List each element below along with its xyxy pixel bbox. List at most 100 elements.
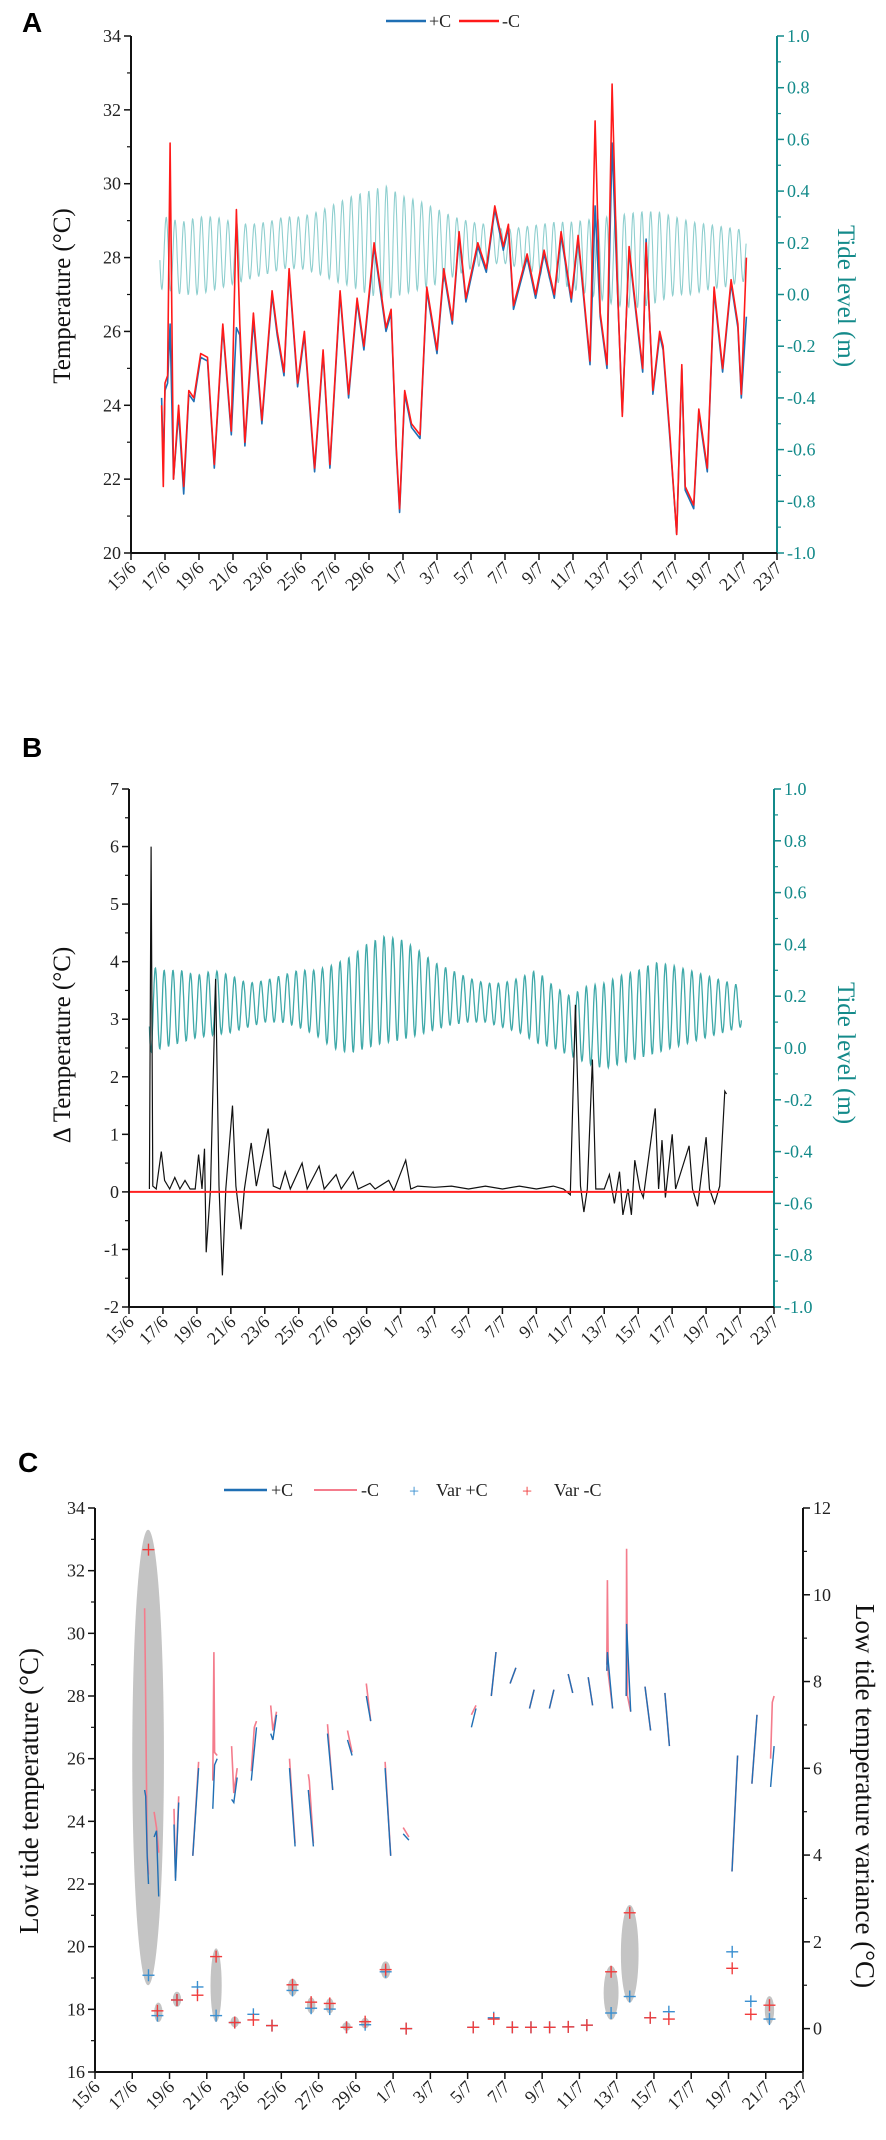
x-tick-label-a: 25/6 [273,558,310,595]
x-tick-label-a: 9/7 [517,558,547,588]
x-tick-label-b: 15/7 [610,1312,647,1349]
low-tide-plus-c-segment [402,1833,410,1841]
low-tide-minus-c-segment [625,1548,632,1712]
y-tick-label-a: 32 [103,100,121,120]
y2-tick-label-c: 12 [813,1498,831,1518]
low-tide-plus-c-segment [326,1733,334,1791]
low-tide-minus-c-segment [470,1705,477,1716]
x-tick-label-b: 7/7 [481,1312,511,1342]
y2-tick-label-a: -0.8 [787,491,816,511]
low-tide-plus-c-segment [567,1673,574,1694]
low-tide-plus-c-segment [307,1789,315,1847]
variance-minus-c-marker [170,1993,183,2006]
x-tick-label-c: 17/7 [663,2077,700,2114]
panel-label-b: B [22,732,42,763]
y2-tick-label-a: -1.0 [787,543,816,563]
y2-tick-label-b: -0.8 [784,1245,813,1265]
low-tide-plus-c-segment [288,1768,296,1847]
low-tide-plus-c-segment [490,1652,497,1697]
y2-tick-label-a: 0.0 [787,285,810,305]
low-tide-plus-c-segment [192,1768,200,1856]
low-tide-plus-c-segment [587,1677,594,1706]
x-tick-label-b: 17/7 [644,1312,681,1349]
y-tick-label-c: 20 [67,1937,85,1957]
y2-tick-label-b: -0.2 [784,1090,813,1110]
y2-tick-label-c: 4 [813,1845,822,1865]
axis-title-a-right: Tide level (m) [832,225,859,367]
variance-plus-c-marker [623,1990,636,2003]
y2-tick-label-a: -0.2 [787,336,816,356]
y2-tick-label-a: 0.8 [787,78,810,98]
x-tick-label-a: 21/6 [205,558,242,595]
delta-temperature-line [148,846,728,1276]
y2-tick-label-a: -0.6 [787,440,816,460]
variance-minus-c-marker [580,2019,593,2032]
low-tide-plus-c-segment [751,1714,758,1784]
low-tide-minus-c-segment [269,1705,278,1731]
highlight-ellipse [132,1529,164,1986]
panel-label-c: C [18,1447,38,1478]
legend-a: +C -C [386,11,520,31]
legend-c-minus-label: -C [361,1480,379,1500]
x-tick-label-c: 9/7 [521,2077,551,2107]
y-tick-label-b: 4 [110,952,119,972]
low-tide-plus-c-segment [731,1755,739,1872]
y-tick-label-c: 34 [67,1498,85,1518]
panel-a-plot: 20 22 24 26 28 30 32 34 -1.0 -0.8 -0.6 -0.4 -0.2 0.0 0… [103,26,816,594]
variance-minus-c-marker [623,1906,636,1919]
x-tick-label-b: 25/6 [271,1312,308,1349]
low-tide-plus-c-segment [509,1667,517,1684]
x-tick-label-c: 15/7 [626,2077,663,2114]
low-tide-plus-c-segment [212,1758,218,1809]
legend-c-var-minus-label: Var -C [554,1480,602,1500]
x-tick-label-c: 7/7 [483,2077,513,2107]
low-tide-minus-c-segment [230,1746,238,1794]
y-tick-label-b: -1 [104,1239,119,1259]
x-tick-label-b: 9/7 [515,1312,545,1342]
variance-minus-c-marker [487,2013,500,2026]
low-tide-plus-c-segment [625,1623,632,1712]
y2-tick-label-b: -0.4 [784,1142,813,1162]
x-tick-label-a: 23/7 [749,558,786,595]
low-tide-minus-c-segment [769,1695,775,1759]
low-tide-plus-c-segment [270,1714,278,1741]
variance-minus-c-marker [524,2021,537,2034]
variance-minus-c-marker [305,1996,318,2009]
variance-minus-c-marker [744,2008,757,2021]
variance-plus-c-marker [605,2006,618,2019]
x-tick-label-a: 7/7 [483,558,513,588]
low-tide-plus-c-segment [143,1789,150,1885]
y2-tick-label-b: 0.0 [784,1038,807,1058]
y-tick-label-b: 5 [110,894,119,914]
x-tick-label-c: 11/7 [552,2077,588,2113]
panel-b-plot: -2 -1 0 1 2 3 4 5 6 7 -1.0 -0.8 -0.6 -0.4 -0.2 0.0 0.2 0.… [101,779,812,1348]
low-tide-plus-c-segment [470,1708,477,1728]
y2-tick-label-c: 0 [813,2019,822,2039]
y-tick-label-c: 22 [67,1874,85,1894]
y-tick-label-b: 2 [110,1067,119,1087]
x-tick-label-c: 27/6 [291,2077,328,2114]
x-tick-label-c: 13/7 [589,2077,626,2114]
x-tick-label-c: 21/6 [179,2077,216,2114]
y-tick-label-c: 16 [67,2062,85,2082]
y-tick-label-c: 28 [67,1686,85,1706]
y2-tick-label-b: -1.0 [784,1297,813,1317]
x-tick-label-c: 19/6 [142,2077,179,2114]
y-tick-label-b: -2 [104,1297,119,1317]
y2-tick-label-b: 0.8 [784,831,807,851]
x-tick-label-a: 17/7 [647,558,684,595]
low-tide-plus-c-segment [769,1746,775,1787]
variance-minus-c-marker [605,1965,618,1978]
legend-a-minus-label: -C [502,11,520,31]
variance-minus-c-marker [151,2004,164,2017]
x-tick-label-a: 15/6 [103,558,140,595]
variance-minus-c-marker [726,1962,739,1975]
y2-tick-label-c: 2 [813,1932,822,1952]
variance-minus-c-marker [763,1999,776,2012]
x-tick-label-c: 21/7 [738,2077,775,2114]
variance-plus-c-marker [726,1945,739,1958]
variance-minus-c-marker [323,1997,336,2010]
x-tick-label-c: 23/7 [775,2077,812,2114]
